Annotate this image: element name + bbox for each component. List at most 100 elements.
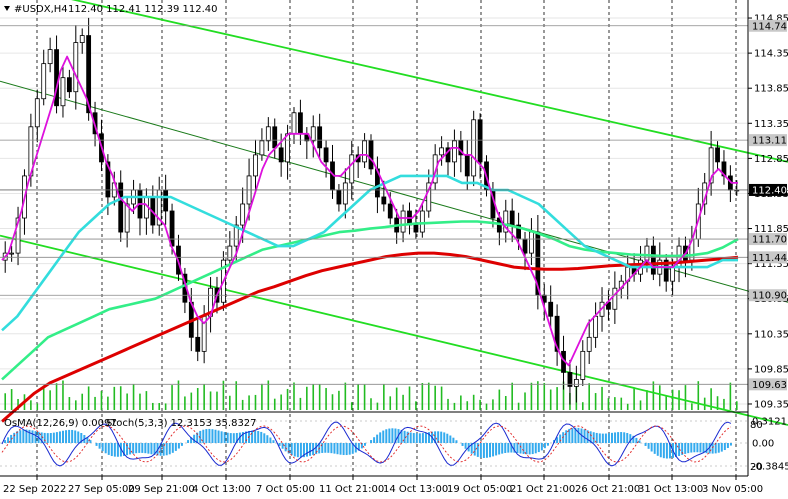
x-tick-label: 4 Oct 13:00: [192, 484, 251, 495]
oscillator-subwindow: OsMA(12,26,9) 0.0097 Stoch(5,3,3) 12.315…: [0, 411, 748, 467]
candle-body: [227, 245, 233, 261]
candle-body: [86, 35, 92, 114]
dropdown-triangle-icon[interactable]: [4, 6, 10, 11]
candle-body: [413, 224, 419, 233]
y-tick-label: 109.85: [754, 364, 788, 375]
candle-body: [47, 49, 53, 65]
candle-body: [336, 189, 342, 205]
candle-body: [477, 119, 483, 163]
candle-body: [60, 77, 66, 107]
candle-body: [650, 245, 656, 275]
candle-body: [73, 42, 79, 93]
ma-fast-magenta-line: [1, 55, 738, 367]
chart-symbol: #USDX,H4: [14, 4, 68, 15]
y-tick-label: 110.35: [754, 329, 788, 340]
candle-body: [573, 379, 579, 387]
y-tick-label: 113.85: [754, 84, 788, 95]
price-tag-label: 111.70: [752, 235, 787, 246]
candle-body: [509, 210, 515, 226]
candle-body: [400, 210, 406, 233]
x-tick-label: 11 Oct 21:00: [319, 484, 384, 495]
osma-histogram: [4, 427, 732, 459]
candle-body: [567, 372, 573, 387]
channel-line: [0, 234, 788, 426]
price-tag-bg: [749, 233, 787, 246]
stoch-main-line: [1, 421, 732, 467]
chart-header: #USDX,H4 112.40 112.41 112.39 112.40: [4, 4, 218, 15]
candle-body: [278, 147, 284, 163]
channel-line: [71, 0, 788, 163]
candle-body: [529, 231, 534, 254]
candle-body: [381, 196, 387, 205]
candle-body: [439, 147, 444, 156]
x-tick-label: 27 Sep 05:00: [68, 484, 135, 495]
price-tag-label: 111.44: [752, 253, 787, 264]
subwindow-ticks: 0.3121 0.00 -0.3845 80 20: [750, 417, 788, 474]
osma-tick-label: -0.3845: [752, 462, 788, 473]
candle-body: [323, 147, 329, 163]
candle-body: [342, 182, 348, 205]
candle-body: [464, 154, 470, 177]
volume-bars: [4, 380, 738, 410]
candle-body: [163, 189, 169, 212]
y-tick-label: 114.35: [754, 49, 788, 60]
candle-body: [124, 203, 130, 233]
x-tick-label: 3 Nov 05:00: [702, 484, 763, 495]
price-tag-bg: [749, 289, 787, 302]
y-tick-label: 111.35: [754, 259, 788, 270]
candle-body: [349, 154, 355, 184]
grid-lines: [0, 0, 748, 476]
candle-body: [285, 133, 290, 163]
x-tick-label: 26 Oct 21:00: [575, 484, 640, 495]
candle-body: [522, 238, 528, 254]
channel-line: [0, 80, 788, 303]
osma-tick-label: 0.3121: [752, 417, 787, 428]
stoch-signal-line: [1, 425, 732, 463]
ma-slow-green-line: [1, 220, 739, 381]
price-tag-label: 112.40: [752, 185, 787, 196]
price-tag-label: 110.90: [752, 291, 787, 302]
candle-body: [291, 112, 297, 135]
candle-body: [195, 336, 201, 352]
channel-lines: [0, 0, 788, 426]
candle-body: [452, 140, 457, 163]
candle-body: [272, 126, 278, 149]
price-tag-bg: [749, 183, 787, 196]
y-tick-label: 114.85: [754, 14, 788, 25]
ma-200-red-line: [1, 251, 739, 423]
candle-body: [15, 217, 21, 254]
candle-body: [426, 182, 432, 212]
candle-body: [317, 126, 323, 149]
candle-body: [9, 252, 15, 255]
osma-tick-label: 0.00: [752, 439, 774, 450]
x-tick-label: 29 Sep 21:00: [128, 484, 195, 495]
candle-body: [471, 119, 477, 177]
price-tag-label: 114.74: [752, 21, 787, 32]
candle-body: [66, 77, 72, 93]
y-tick-label: 109.35: [754, 399, 788, 410]
price-tag-bg: [749, 19, 787, 32]
candle-body: [105, 161, 111, 198]
candle-body: [259, 140, 265, 156]
price-tag-label: 113.11: [752, 136, 787, 147]
stoch-tick-label: 80: [750, 420, 763, 431]
price-tags: 114.74 113.11 112.40 111.70 111.44 110.90 109.…: [749, 19, 787, 391]
candle-body: [169, 210, 175, 247]
candle-body: [715, 147, 720, 163]
stoch-tick-label: 20: [750, 462, 763, 473]
candle-body: [644, 245, 650, 261]
candle-body: [432, 154, 438, 184]
candle-body: [265, 126, 271, 142]
candle-body: [240, 203, 246, 226]
candle-body: [503, 210, 509, 233]
level-lines: [0, 25, 748, 385]
stoch-label: Stoch(5,3,3) 12.3153 35.8327: [106, 418, 257, 429]
candle-body: [362, 140, 367, 163]
osma-label: OsMA(12,26,9) 0.0097: [4, 418, 117, 429]
candle-body: [593, 315, 599, 338]
x-tick-label: 14 Oct 13:00: [383, 484, 448, 495]
candle-body: [612, 287, 618, 310]
